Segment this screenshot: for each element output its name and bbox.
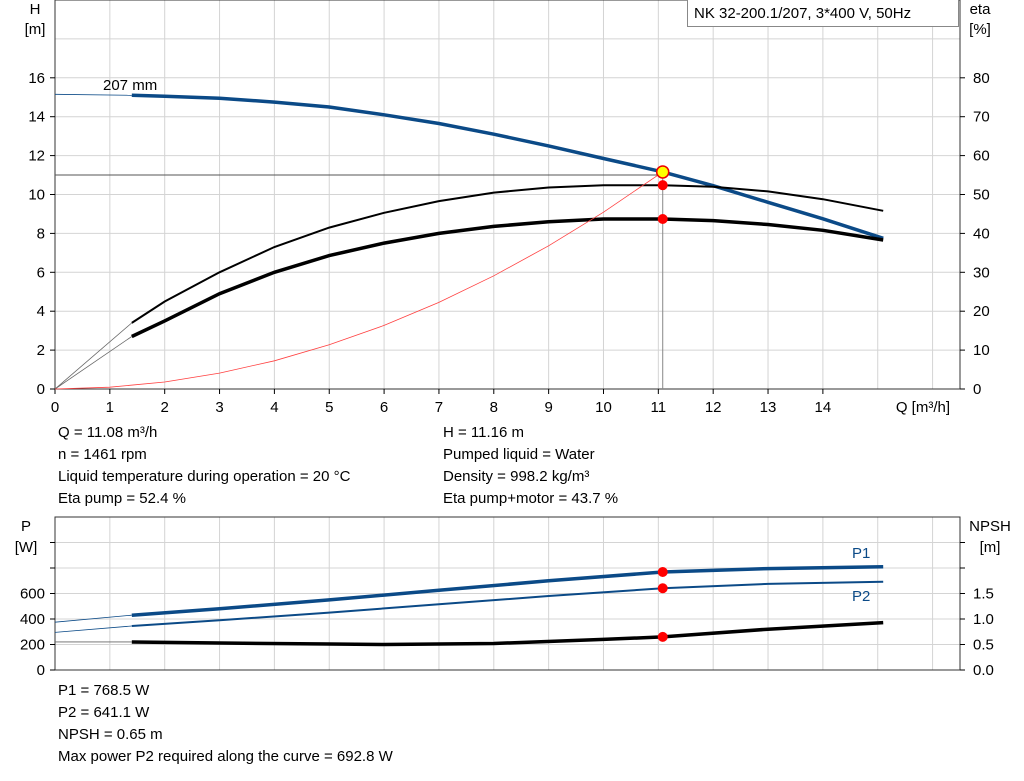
- y-right-tick-label: 80: [973, 70, 990, 87]
- y-right-axis-label: NPSH: [969, 518, 1011, 535]
- P2-curve: [131, 580, 884, 627]
- x-tick-label: 4: [270, 399, 278, 416]
- y-axis-unit: [W]: [15, 539, 38, 556]
- y-axis-label: H: [30, 1, 41, 18]
- y-right-tick-label: 1.0: [973, 611, 994, 628]
- y-axis-label: P: [21, 518, 31, 535]
- x-tick-label: 6: [380, 399, 388, 416]
- eta_pump-curve-extension: [54, 322, 133, 390]
- x-tick-label: 5: [325, 399, 333, 416]
- info-liquid: Pumped liquid = Water: [443, 446, 595, 463]
- x-tick-label: 14: [815, 399, 832, 416]
- system-curve: [54, 171, 663, 390]
- x-tick-label: 7: [435, 399, 443, 416]
- info-eta-pump: Eta pump = 52.4 %: [58, 490, 186, 507]
- eta_pump_motor-curve: [131, 217, 884, 339]
- y-right-tick-label: 60: [973, 148, 990, 165]
- x-tick-label: 3: [215, 399, 223, 416]
- y-tick-label: 8: [37, 225, 45, 242]
- y-tick-label: 4: [37, 303, 45, 320]
- x-tick-label: 11: [651, 399, 667, 416]
- x-tick-label: 2: [161, 399, 169, 416]
- info-max-p2: Max power P2 required along the curve = …: [58, 748, 393, 765]
- y-right-tick-label: 30: [973, 264, 990, 281]
- info-p2: P2 = 641.1 W: [58, 704, 150, 721]
- y-right-tick-label: 1.5: [973, 586, 994, 603]
- y-tick-label: 400: [20, 611, 45, 628]
- x-tick-label: 0: [51, 399, 59, 416]
- eta_pump_motor-curve-extension: [54, 336, 133, 390]
- info-speed: n = 1461 rpm: [58, 446, 147, 463]
- y-tick-label: 200: [20, 637, 45, 654]
- eta-pump-point: [657, 180, 668, 191]
- y-right-axis-unit: [%]: [969, 21, 991, 38]
- y-tick-label: 14: [28, 109, 45, 126]
- curve-label: 207 mm: [103, 77, 157, 94]
- info-head: H = 11.16 m: [443, 424, 525, 441]
- y-right-tick-label: 70: [973, 109, 990, 126]
- y-right-tick-label: 50: [973, 187, 990, 204]
- operating-point: [655, 165, 670, 179]
- y-right-tick-label: 0.5: [973, 637, 994, 654]
- x-tick-label: 12: [705, 399, 722, 416]
- y-tick-label: 10: [28, 187, 45, 204]
- y-right-tick-label: 0: [973, 381, 981, 398]
- head-curve: [131, 93, 884, 240]
- x-tick-label: 1: [106, 399, 114, 416]
- NPSH-point: [657, 631, 668, 642]
- P2-curve-extension: [54, 625, 132, 633]
- eta-pump-motor-point: [657, 214, 668, 225]
- y-axis-unit: [m]: [25, 21, 46, 38]
- y-tick-label: 16: [28, 70, 45, 87]
- P1-curve-extension: [54, 614, 132, 623]
- info-npsh: NPSH = 0.65 m: [58, 726, 163, 743]
- x-tick-label: 9: [544, 399, 552, 416]
- NPSH-curve: [131, 620, 884, 647]
- P2-point: [657, 583, 668, 594]
- y-tick-label: 6: [37, 264, 45, 281]
- y-tick-label: 0: [37, 381, 45, 398]
- y-tick-label: 0: [37, 662, 45, 679]
- info-temperature: Liquid temperature during operation = 20…: [58, 468, 351, 485]
- eta_pump-curve: [131, 184, 884, 324]
- p2-label: P2: [852, 588, 870, 605]
- info-density: Density = 998.2 kg/m³: [443, 468, 590, 485]
- y-right-tick-label: 10: [973, 342, 990, 359]
- y-tick-label: 2: [37, 342, 45, 359]
- y-right-axis-label: eta: [970, 1, 992, 18]
- y-tick-label: 600: [20, 586, 45, 603]
- x-tick-label: 8: [490, 399, 498, 416]
- pump-title: NK 32-200.1/207, 3*400 V, 50Hz: [687, 0, 959, 27]
- P1-curve: [131, 564, 884, 617]
- x-tick-label: 13: [760, 399, 777, 416]
- y-tick-label: 12: [28, 148, 45, 165]
- info-top-right: H = 11.16 m Pumped liquid = Water Densit…: [443, 422, 618, 510]
- info-top-left: Q = 11.08 m³/h n = 1461 rpm Liquid tempe…: [58, 422, 350, 510]
- y-right-tick-label: 40: [973, 225, 990, 242]
- x-axis-label: Q [m³/h]: [896, 399, 950, 416]
- y-right-tick-label: 0.0: [973, 662, 994, 679]
- info-flow: Q = 11.08 m³/h: [58, 424, 158, 441]
- y-right-axis-unit: [m]: [980, 539, 1001, 556]
- info-bottom: P1 = 768.5 W P2 = 641.1 W NPSH = 0.65 m …: [58, 680, 393, 768]
- P1-point: [657, 567, 668, 578]
- y-right-tick-label: 20: [973, 303, 990, 320]
- info-p1: P1 = 768.5 W: [58, 682, 150, 699]
- info-eta-pump-motor: Eta pump+motor = 43.7 %: [443, 490, 619, 507]
- x-tick-label: 10: [595, 399, 612, 416]
- head-curve-extension: [54, 93, 132, 96]
- p1-label: P1: [852, 545, 870, 562]
